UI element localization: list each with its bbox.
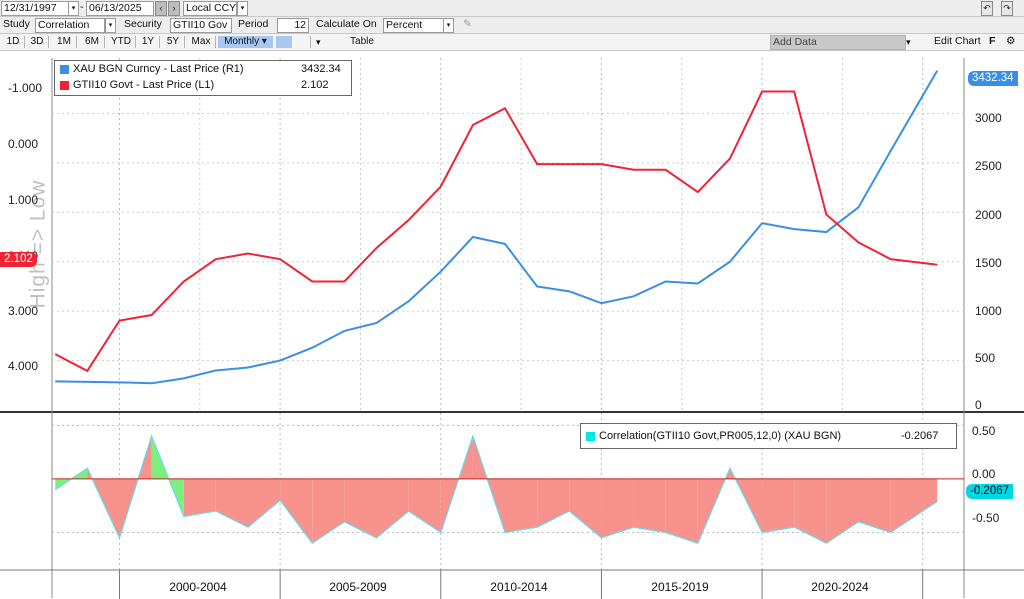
tab-6m[interactable]: 6M — [80, 36, 105, 48]
corr-segment — [762, 478, 795, 533]
tab-1m[interactable]: 1M — [52, 36, 77, 48]
price-legend: XAU BGN Curncy - Last Price (R1) 3432.34… — [54, 60, 352, 96]
corr-segment — [890, 478, 938, 533]
corr-segment — [826, 478, 859, 544]
add-data-dropdown-icon[interactable]: ▾ — [906, 37, 911, 47]
undo-icon[interactable]: ↶ — [981, 1, 993, 16]
prev-arrow-icon[interactable]: ‹ — [155, 1, 167, 16]
corr-segment — [601, 478, 634, 538]
calculate-on-label: Calculate On — [316, 18, 377, 30]
legend-swatch — [60, 65, 69, 74]
top-gridlines — [0, 58, 1024, 598]
study-label: Study — [3, 18, 30, 30]
start-date-field[interactable]: 12/31/1997 — [1, 1, 69, 16]
corr-segment — [280, 478, 313, 544]
table-button[interactable]: Table — [350, 36, 374, 47]
study-select[interactable]: Correlation — [35, 18, 105, 33]
left-axis-label: -1.000 — [8, 81, 43, 95]
period-label: 2005-2009 — [329, 580, 387, 594]
corr-axis-label: 0.50 — [972, 424, 996, 438]
period-field[interactable]: 12 — [277, 18, 309, 33]
corr-segment — [312, 478, 345, 544]
right-axis-label: 2000 — [975, 208, 1002, 222]
legend-item-yield: GTII10 Govt - Last Price (L1) 2.102 — [55, 77, 351, 93]
corr-segment — [537, 478, 570, 528]
corr-segment — [344, 478, 377, 538]
period-label: 2000-2004 — [169, 580, 227, 594]
tab-monthly[interactable]: Monthly ▾ — [218, 36, 273, 48]
calculate-on-select[interactable]: Percent — [383, 18, 444, 33]
chart-type-button[interactable] — [276, 36, 292, 48]
security-field[interactable]: GTII10 Gov — [170, 18, 232, 33]
toolbar-study: Study Correlation ▾ Security GTII10 Gov … — [0, 17, 1024, 34]
correlation-area — [52, 434, 964, 545]
next-arrow-icon[interactable]: › — [168, 1, 180, 16]
left-axis-label: 0.000 — [8, 137, 39, 151]
currency-select[interactable]: Local CCY — [183, 1, 237, 16]
study-dropdown-icon[interactable]: ▾ — [105, 18, 116, 33]
price-chart[interactable] — [0, 50, 1024, 599]
left-axis-label: 1.000 — [8, 193, 39, 207]
corr-segment — [665, 478, 698, 544]
start-date-dropdown-icon[interactable]: ▾ — [68, 1, 79, 16]
corr-last-value-tag: -0.2067 — [966, 484, 1014, 499]
options-dropdown-icon[interactable]: ▾ — [316, 37, 321, 47]
legend-item-correlation: Correlation(GTII10 Govt,PR005,12,0) (XAU… — [581, 428, 956, 444]
corr-axis-label: -0.50 — [972, 511, 1000, 525]
real-yield-line — [54, 90, 938, 373]
right-axis-label: 2500 — [975, 159, 1002, 173]
corr-segment — [183, 478, 216, 517]
add-data-field[interactable]: Add Data — [770, 35, 906, 50]
period-label: 2015-2019 — [651, 580, 709, 594]
tab-5y[interactable]: 5Y — [162, 36, 185, 48]
pencil-icon[interactable]: ✎ — [463, 18, 472, 30]
corr-segment — [376, 478, 409, 538]
legend-item-gold: XAU BGN Curncy - Last Price (R1) 3432.34 — [55, 61, 351, 77]
tab-1y[interactable]: 1Y — [137, 36, 160, 48]
toolbar-range: 1D 3D 1M 6M YTD 1Y 5Y Max Monthly ▾ ▾ Ta… — [0, 34, 1024, 51]
corr-segment — [794, 478, 827, 544]
right-axis-label: 1500 — [975, 256, 1002, 270]
corr-segment — [408, 478, 441, 533]
corr-segment — [247, 478, 281, 528]
tab-ytd[interactable]: YTD — [107, 36, 136, 48]
right-axis-label: 500 — [975, 351, 996, 365]
calculate-dropdown-icon[interactable]: ▾ — [443, 18, 454, 33]
left-axis-label: 3.000 — [8, 304, 39, 318]
tab-max[interactable]: Max — [187, 36, 216, 48]
yield-last-price-tag: 2.102 — [0, 252, 37, 267]
legend-swatch — [60, 81, 69, 90]
security-label: Security — [124, 18, 162, 30]
compare-button[interactable] — [296, 36, 311, 48]
corr-line — [54, 434, 938, 545]
period-label: Period — [238, 18, 269, 30]
right-axis-label: 3000 — [975, 111, 1002, 125]
corr-segment — [569, 478, 602, 538]
period-label: 2020-2024 — [811, 580, 869, 594]
correlation-legend: Correlation(GTII10 Govt,PR005,12,0) (XAU… — [580, 423, 957, 449]
chart-settings-icon[interactable]: F — [989, 35, 996, 47]
tab-1d[interactable]: 1D — [2, 36, 25, 48]
corr-segment — [633, 478, 666, 533]
legend-swatch — [586, 432, 595, 441]
more-options-icon[interactable]: ⚙ — [1006, 35, 1016, 47]
corr-axis-label: 0.00 — [972, 467, 996, 481]
currency-dropdown-icon[interactable]: ▾ — [237, 1, 248, 16]
corr-segment — [215, 478, 248, 528]
end-date-field[interactable]: 06/13/2025 — [86, 1, 154, 16]
price-lines — [54, 70, 939, 385]
right-axis-label: 0 — [975, 398, 982, 412]
gold-price-line — [55, 70, 939, 385]
toolbar-dates: 12/31/1997 ▾ - 06/13/2025 ‹ › Local CCY … — [0, 0, 1024, 17]
edit-chart-button[interactable]: Edit Chart — [934, 35, 981, 47]
left-axis-label: 4.000 — [8, 359, 39, 373]
right-axis-label: 1000 — [975, 304, 1002, 318]
corr-segment — [505, 478, 538, 533]
tab-3d[interactable]: 3D — [26, 36, 49, 48]
corr-segment — [858, 478, 891, 533]
period-label: 2010-2014 — [490, 580, 548, 594]
gold-last-price-tag: 3432.34 — [968, 71, 1018, 86]
redo-icon[interactable]: ↷ — [1001, 1, 1013, 16]
